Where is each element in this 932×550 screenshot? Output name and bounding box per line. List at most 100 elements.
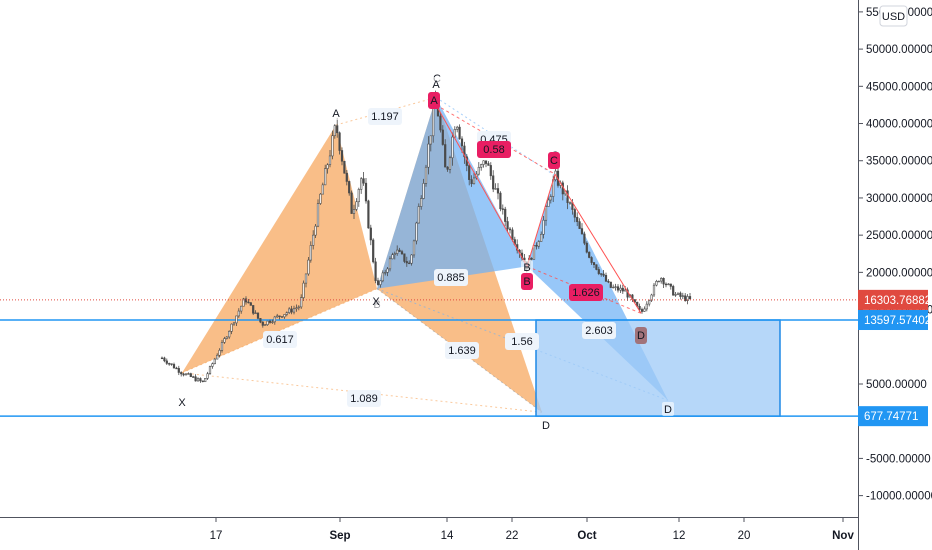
y-tick-label: 50000.00000 bbox=[866, 44, 932, 56]
candle-body bbox=[240, 305, 243, 312]
candle-body bbox=[600, 273, 603, 275]
candle-body bbox=[619, 287, 622, 291]
candle-body bbox=[400, 251, 404, 255]
candle-body bbox=[602, 273, 605, 276]
candle-body bbox=[686, 296, 689, 302]
candle-body bbox=[201, 380, 204, 383]
candle-body bbox=[357, 189, 360, 203]
candle-body bbox=[393, 253, 396, 256]
price-axis[interactable]: 55000.0000050000.0000045000.0000040000.0… bbox=[858, 7, 932, 503]
candle-body bbox=[266, 320, 269, 325]
candle-body bbox=[343, 160, 346, 174]
ratio-1089: 1.089 bbox=[350, 393, 378, 405]
candle-body bbox=[410, 254, 413, 264]
candle-body bbox=[544, 206, 548, 221]
candle-body bbox=[688, 296, 692, 300]
candle-body bbox=[405, 261, 408, 264]
ratio-1639-bg bbox=[445, 342, 479, 359]
blue-point-x-label-bg bbox=[370, 294, 382, 308]
red-leg-line bbox=[526, 173, 556, 267]
candle-body bbox=[614, 286, 617, 288]
candle-body bbox=[441, 129, 444, 145]
candle-body bbox=[391, 254, 394, 260]
candle-body bbox=[376, 280, 380, 285]
ratio-2603-bg bbox=[582, 322, 616, 339]
candle-body bbox=[302, 282, 305, 298]
candle-body bbox=[684, 295, 687, 302]
red-point-c-label-bg bbox=[548, 152, 560, 169]
ratio-156: 1.56 bbox=[511, 336, 532, 348]
red-point-b-label-bg bbox=[521, 273, 533, 290]
candle-body bbox=[616, 286, 620, 291]
candle-body bbox=[273, 316, 276, 323]
candle-body bbox=[225, 336, 228, 339]
red-leg-line bbox=[554, 173, 642, 314]
x-tick-label: 22 bbox=[506, 530, 519, 542]
blue-point-d-label-bg bbox=[662, 402, 674, 416]
candle-body bbox=[177, 368, 180, 373]
target-zone-box[interactable] bbox=[535, 319, 781, 417]
orange-point-d-label: D bbox=[542, 420, 550, 432]
x-tick-label: 17 bbox=[210, 530, 223, 542]
candle-body bbox=[312, 234, 315, 246]
candle-body bbox=[218, 349, 221, 356]
level-badge-0: 13597.57402 bbox=[864, 315, 931, 327]
ratio-058: 0.58 bbox=[483, 144, 504, 156]
candle-body bbox=[573, 209, 576, 218]
candle-body bbox=[403, 253, 406, 262]
candle-body bbox=[501, 208, 504, 210]
time-axis[interactable]: 17 Sep 14 22 Oct 12 20 Nov bbox=[210, 517, 855, 542]
candle-body bbox=[172, 364, 176, 369]
orange-point-x-label: X bbox=[178, 397, 186, 409]
candle-body bbox=[372, 239, 375, 263]
orange-triangle-xab bbox=[182, 125, 377, 373]
horizontal-levels bbox=[0, 319, 858, 417]
candle-body bbox=[468, 165, 471, 180]
candle-body bbox=[300, 297, 303, 308]
ratio-156-bg bbox=[505, 333, 539, 350]
candle-body bbox=[456, 126, 459, 130]
candle-body bbox=[244, 298, 248, 303]
candle-body bbox=[348, 181, 351, 194]
y-tick-label: 40000.00000 bbox=[866, 119, 932, 131]
candle-body bbox=[247, 301, 250, 304]
candle-body bbox=[609, 281, 612, 288]
candle-body bbox=[451, 136, 454, 159]
candle-body bbox=[648, 300, 651, 305]
candle-body bbox=[259, 318, 262, 323]
candle-body bbox=[237, 310, 240, 317]
x-tick-label: 14 bbox=[441, 530, 454, 542]
candle-body bbox=[242, 298, 245, 307]
candle-body bbox=[189, 373, 192, 377]
candle-body bbox=[580, 228, 584, 235]
candle-body bbox=[444, 144, 447, 168]
candle-body bbox=[496, 188, 500, 194]
candle-body bbox=[297, 306, 300, 309]
candle-body bbox=[652, 284, 656, 296]
candle-body bbox=[597, 269, 600, 274]
candle-body bbox=[352, 209, 356, 214]
candle-body bbox=[170, 363, 173, 365]
candle-body bbox=[333, 125, 336, 137]
candle-body bbox=[624, 289, 627, 292]
level-badge-1-bg bbox=[858, 406, 928, 427]
candle-body bbox=[585, 242, 588, 253]
candle-body bbox=[304, 273, 308, 284]
x-tick-label: 12 bbox=[673, 530, 686, 542]
candle-body bbox=[566, 190, 569, 203]
candle-body bbox=[532, 244, 536, 260]
candle-body bbox=[645, 303, 648, 310]
candle-body bbox=[336, 125, 339, 134]
candle-body bbox=[338, 132, 341, 151]
candle-body bbox=[499, 192, 502, 210]
candle-body bbox=[669, 283, 672, 287]
candle-body bbox=[367, 200, 370, 229]
candle-body bbox=[261, 321, 264, 326]
currency-button[interactable]: USD bbox=[879, 5, 908, 27]
candle-body bbox=[576, 216, 579, 222]
candle-body bbox=[175, 367, 178, 370]
candle-body bbox=[480, 164, 483, 168]
candle-body bbox=[309, 245, 312, 261]
candle-body bbox=[549, 196, 552, 201]
